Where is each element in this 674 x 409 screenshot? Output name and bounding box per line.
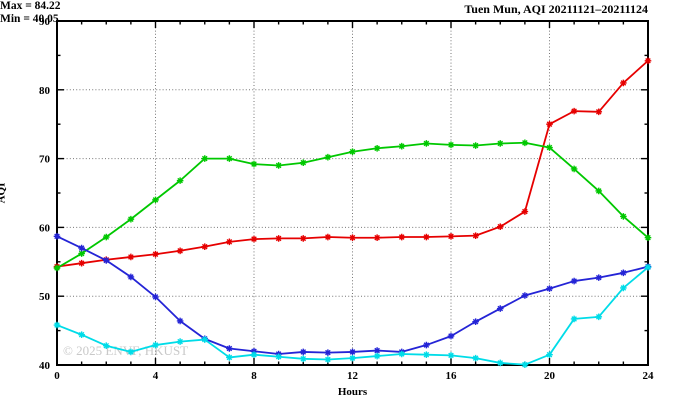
- green-line-markers: [53, 139, 652, 272]
- x-tick-label: 20: [544, 370, 556, 382]
- max-annotation: Max = 84.22: [0, 0, 61, 12]
- blue-line-markers: [53, 233, 652, 358]
- y-tick-label: 50: [39, 291, 51, 303]
- red-line-markers: [53, 57, 652, 270]
- x-tick-label: 12: [347, 370, 359, 382]
- min-annotation: Min = 40.05: [0, 13, 59, 25]
- y-tick-label: 60: [39, 222, 51, 234]
- y-tick-label: 40: [39, 360, 51, 372]
- max-min-annotation: Max = 84.22 Min = 40.05: [0, 0, 674, 26]
- y-tick-label: 90: [39, 16, 51, 28]
- x-tick-label: 4: [153, 370, 159, 382]
- y-tick-label: 70: [39, 154, 51, 166]
- x-tick-label: 16: [446, 370, 458, 382]
- x-tick-label: 8: [251, 370, 257, 382]
- y-axis-label: AQI: [0, 182, 8, 204]
- blue-line: [56, 235, 649, 355]
- green-line: [56, 141, 649, 269]
- x-tick-label: 0: [54, 370, 60, 382]
- cyan-line-markers: [53, 264, 652, 368]
- x-tick-label: 24: [643, 370, 655, 382]
- x-axis-label: Hours: [337, 386, 368, 398]
- y-tick-label: 80: [39, 85, 51, 97]
- chart-title: Tuen Mun, AQI 20211121–20211124: [464, 2, 648, 16]
